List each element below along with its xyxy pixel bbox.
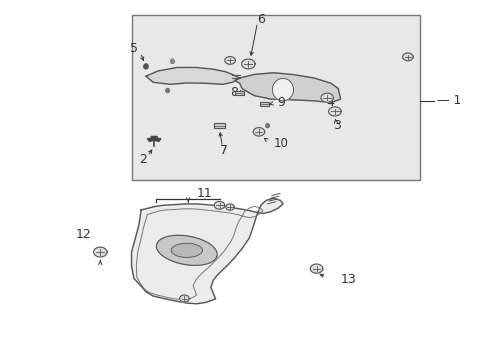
Polygon shape: [170, 59, 174, 63]
Bar: [234, 91, 244, 95]
Polygon shape: [93, 247, 107, 257]
Text: 5: 5: [130, 42, 138, 55]
Text: 4: 4: [325, 96, 333, 109]
Polygon shape: [131, 198, 283, 304]
Polygon shape: [147, 136, 161, 141]
Polygon shape: [214, 202, 224, 209]
Text: 10: 10: [273, 137, 288, 150]
Polygon shape: [265, 123, 269, 128]
Polygon shape: [179, 295, 189, 302]
Polygon shape: [320, 93, 333, 102]
Polygon shape: [143, 64, 148, 69]
Polygon shape: [272, 78, 293, 101]
Text: 12: 12: [76, 228, 91, 241]
Text: 7: 7: [220, 144, 228, 157]
Text: 13: 13: [340, 273, 356, 286]
Text: 6: 6: [257, 13, 264, 26]
Polygon shape: [253, 127, 264, 136]
Polygon shape: [145, 67, 239, 84]
Polygon shape: [328, 107, 341, 116]
Text: 11: 11: [196, 187, 212, 200]
Polygon shape: [241, 59, 255, 69]
Polygon shape: [402, 53, 412, 61]
Polygon shape: [234, 73, 340, 103]
Text: 9: 9: [277, 96, 285, 109]
Polygon shape: [165, 89, 169, 93]
Text: 2: 2: [139, 153, 146, 166]
Text: 8: 8: [230, 86, 238, 99]
Polygon shape: [224, 57, 235, 64]
Polygon shape: [310, 264, 322, 273]
Text: — 1: — 1: [436, 94, 460, 107]
Polygon shape: [156, 235, 217, 265]
Polygon shape: [171, 243, 202, 257]
Bar: [214, 123, 224, 128]
Text: 3: 3: [333, 120, 341, 132]
Bar: [260, 102, 268, 106]
Polygon shape: [225, 204, 234, 210]
Bar: [131, 15, 419, 180]
